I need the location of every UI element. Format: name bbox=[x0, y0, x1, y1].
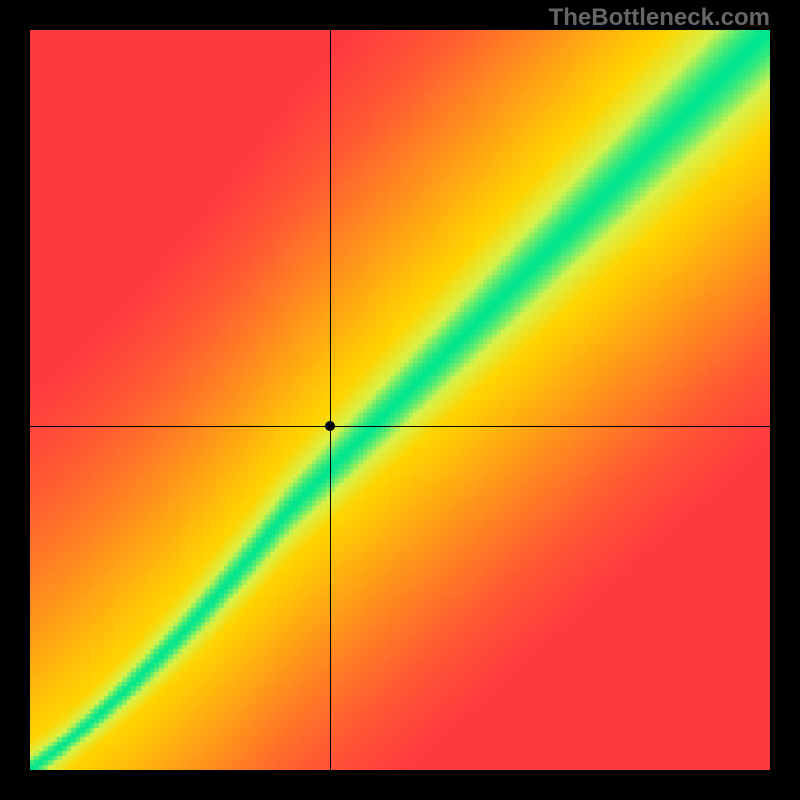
crosshair-marker bbox=[325, 421, 335, 431]
heatmap-canvas bbox=[30, 30, 770, 770]
plot-area bbox=[30, 30, 770, 770]
watermark-text: TheBottleneck.com bbox=[549, 4, 770, 32]
chart-container: TheBottleneck.com bbox=[0, 0, 800, 800]
crosshair-horizontal bbox=[30, 426, 770, 427]
crosshair-vertical bbox=[330, 30, 331, 770]
